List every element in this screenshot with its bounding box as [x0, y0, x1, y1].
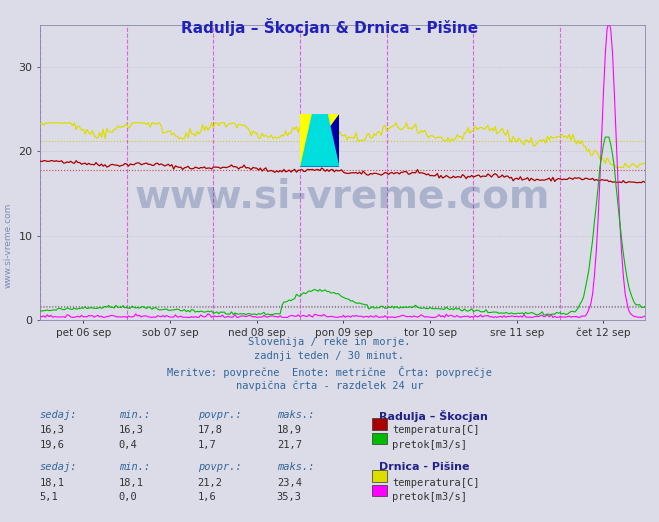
Text: 0,4: 0,4 — [119, 440, 137, 450]
Text: maks.:: maks.: — [277, 462, 314, 472]
Text: 23,4: 23,4 — [277, 478, 302, 488]
Text: navpična črta - razdelek 24 ur: navpična črta - razdelek 24 ur — [236, 381, 423, 391]
Text: 16,3: 16,3 — [119, 425, 144, 435]
Text: maks.:: maks.: — [277, 410, 314, 420]
Text: sedaj:: sedaj: — [40, 410, 77, 420]
Text: sedaj:: sedaj: — [40, 462, 77, 472]
Text: 21,2: 21,2 — [198, 478, 223, 488]
Text: Meritve: povprečne  Enote: metrične  Črta: povprečje: Meritve: povprečne Enote: metrične Črta:… — [167, 366, 492, 378]
Text: pretok[m3/s]: pretok[m3/s] — [392, 492, 467, 502]
Text: Radulja – Škocjan & Drnica - Pišine: Radulja – Škocjan & Drnica - Pišine — [181, 18, 478, 36]
Text: 35,3: 35,3 — [277, 492, 302, 502]
Text: Drnica - Pišine: Drnica - Pišine — [379, 462, 469, 472]
Text: 0,0: 0,0 — [119, 492, 137, 502]
Text: povpr.:: povpr.: — [198, 462, 241, 472]
Text: temperatura[C]: temperatura[C] — [392, 425, 480, 435]
Text: www.si-vreme.com: www.si-vreme.com — [3, 203, 13, 288]
Text: 18,9: 18,9 — [277, 425, 302, 435]
Text: temperatura[C]: temperatura[C] — [392, 478, 480, 488]
Text: 5,1: 5,1 — [40, 492, 58, 502]
Text: 19,6: 19,6 — [40, 440, 65, 450]
Text: 18,1: 18,1 — [40, 478, 65, 488]
Text: 16,3: 16,3 — [40, 425, 65, 435]
Text: zadnji teden / 30 minut.: zadnji teden / 30 minut. — [254, 351, 405, 361]
Text: 21,7: 21,7 — [277, 440, 302, 450]
Text: 1,6: 1,6 — [198, 492, 216, 502]
Text: pretok[m3/s]: pretok[m3/s] — [392, 440, 467, 450]
Text: min.:: min.: — [119, 410, 150, 420]
Text: www.si-vreme.com: www.si-vreme.com — [134, 177, 550, 215]
Text: min.:: min.: — [119, 462, 150, 472]
Text: Slovenija / reke in morje.: Slovenija / reke in morje. — [248, 337, 411, 347]
Text: Radulja – Škocjan: Radulja – Škocjan — [379, 410, 488, 422]
Text: 17,8: 17,8 — [198, 425, 223, 435]
Text: 18,1: 18,1 — [119, 478, 144, 488]
Text: 1,7: 1,7 — [198, 440, 216, 450]
Text: povpr.:: povpr.: — [198, 410, 241, 420]
